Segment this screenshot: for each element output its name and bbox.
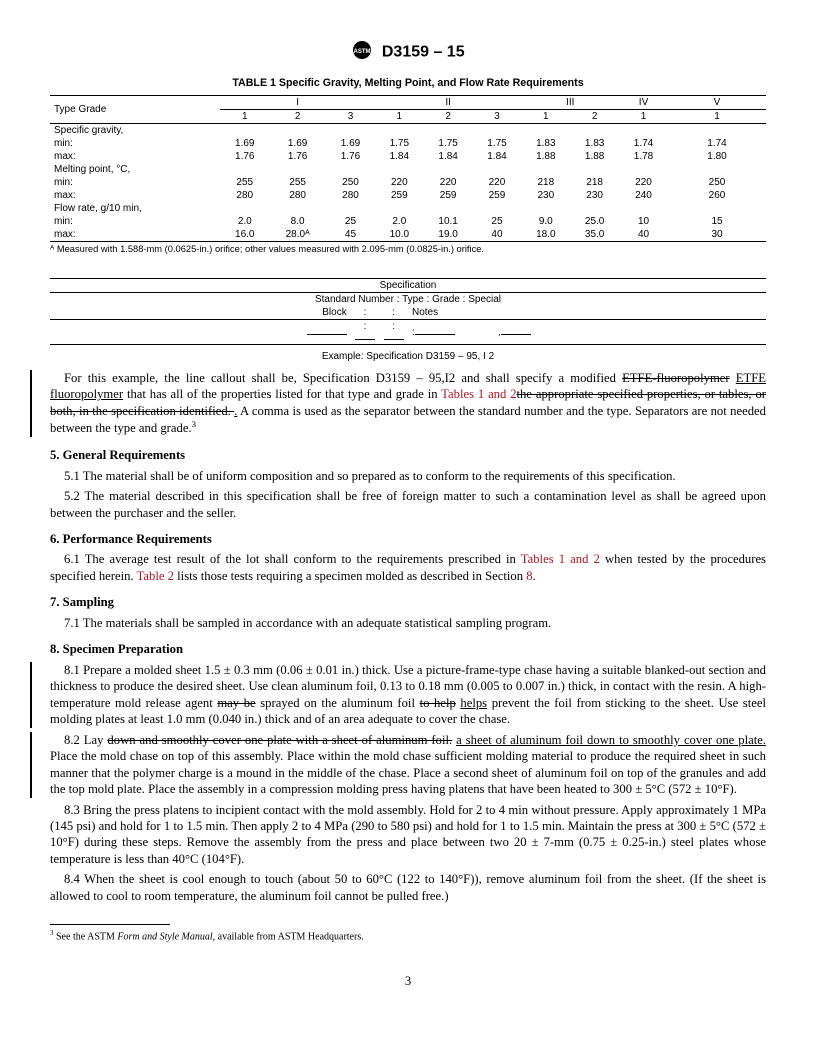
cell: 1.78 xyxy=(619,150,668,163)
xref-t2[interactable]: Table 2 xyxy=(137,569,174,583)
xref-tables-1-2[interactable]: Tables 1 and 2 xyxy=(441,387,516,401)
designation: D3159 – 15 xyxy=(382,44,465,61)
cell: 230 xyxy=(570,189,619,202)
sec7-1: 7.1 The materials shall be sampled in ac… xyxy=(50,615,766,631)
sec8-2: 8.2 Lay down and smoothly cover one plat… xyxy=(50,732,766,798)
cell: 280 xyxy=(326,189,375,202)
cell: 15 xyxy=(668,215,766,228)
cell: 1.84 xyxy=(473,150,522,163)
cell: 30 xyxy=(668,228,766,242)
cell: 10.0 xyxy=(375,228,424,242)
cell: 1.80 xyxy=(668,150,766,163)
cell: 1.84 xyxy=(375,150,424,163)
sec8-head: 8. Specimen Preparation xyxy=(50,641,766,657)
cell: 1.69 xyxy=(220,137,269,150)
cell: 18.0 xyxy=(521,228,570,242)
cell: 250 xyxy=(326,176,375,189)
cell: 35.0 xyxy=(570,228,619,242)
footnote-rule xyxy=(50,924,170,925)
cell: 2.0 xyxy=(220,215,269,228)
cell: 1.83 xyxy=(521,137,570,150)
cell: 220 xyxy=(619,176,668,189)
cell: 1.74 xyxy=(668,137,766,150)
cell: 45 xyxy=(326,228,375,242)
cell: 40 xyxy=(473,228,522,242)
cell: 25 xyxy=(473,215,522,228)
xref-t1-2[interactable]: Tables 1 and 2 xyxy=(521,552,600,566)
cell: 259 xyxy=(473,189,522,202)
row-label: Specific gravity, xyxy=(50,124,220,138)
cell: 16.0 xyxy=(220,228,269,242)
cell: 1.83 xyxy=(570,137,619,150)
sec8-1: 8.1 Prepare a molded sheet 1.5 ± 0.3 mm … xyxy=(50,662,766,728)
cell: 10.1 xyxy=(424,215,473,228)
example-line: Example: Specification D3159 – 95, I 2 xyxy=(50,351,766,362)
cell: 255 xyxy=(220,176,269,189)
cell: 40 xyxy=(619,228,668,242)
cell: 1.69 xyxy=(269,137,326,150)
cell: 1.76 xyxy=(326,150,375,163)
row-label: min: xyxy=(50,137,220,150)
sec5-head: 5. General Requirements xyxy=(50,447,766,463)
cell: 250 xyxy=(668,176,766,189)
cell: 280 xyxy=(220,189,269,202)
sec7-head: 7. Sampling xyxy=(50,594,766,610)
row-label: min: xyxy=(50,215,220,228)
row-label: Melting point, °C, xyxy=(50,163,220,176)
svg-text:ASTM: ASTM xyxy=(354,49,371,55)
cell: 280 xyxy=(269,189,326,202)
cell: 1.84 xyxy=(424,150,473,163)
cell: 9.0 xyxy=(521,215,570,228)
cell: 260 xyxy=(668,189,766,202)
cell: 2.0 xyxy=(375,215,424,228)
cell: 1.75 xyxy=(424,137,473,150)
row-label: Flow rate, g/10 min, xyxy=(50,202,220,215)
cell: 25 xyxy=(326,215,375,228)
type-grade-label: Type Grade xyxy=(50,96,220,124)
cell: 1.76 xyxy=(220,150,269,163)
doc-header: ASTM D3159 – 15 xyxy=(50,40,766,65)
row-label: min: xyxy=(50,176,220,189)
cell: 220 xyxy=(424,176,473,189)
row-label: max: xyxy=(50,228,220,242)
cell: 1.88 xyxy=(521,150,570,163)
page-number: 3 xyxy=(50,974,766,989)
cell: 220 xyxy=(473,176,522,189)
cell: 218 xyxy=(521,176,570,189)
cell: 1.74 xyxy=(619,137,668,150)
table1: Type Grade I II III IV V 1 2 3 1 2 3 1 2… xyxy=(50,95,766,242)
astm-logo: ASTM xyxy=(351,40,373,65)
table1-title: TABLE 1 Specific Gravity, Melting Point,… xyxy=(50,77,766,89)
cell: 1.75 xyxy=(375,137,424,150)
sec5-2: 5.2 The material described in this speci… xyxy=(50,488,766,521)
sec8-3: 8.3 Bring the press platens to incipient… xyxy=(50,802,766,868)
cell: 19.0 xyxy=(424,228,473,242)
cell: 1.69 xyxy=(326,137,375,150)
cell: 230 xyxy=(521,189,570,202)
footnote-3: 3 See the ASTM Form and Style Manual, av… xyxy=(50,929,766,943)
cell: 8.0 xyxy=(269,215,326,228)
sec5-1: 5.1 The material shall be of uniform com… xyxy=(50,468,766,484)
cell: 10 xyxy=(619,215,668,228)
cell: 25.0 xyxy=(570,215,619,228)
row-label: max: xyxy=(50,189,220,202)
cell: 240 xyxy=(619,189,668,202)
sec6-head: 6. Performance Requirements xyxy=(50,531,766,547)
cell: 1.75 xyxy=(473,137,522,150)
sec8-4: 8.4 When the sheet is cool enough to tou… xyxy=(50,871,766,904)
cell: 1.88 xyxy=(570,150,619,163)
cell: 255 xyxy=(269,176,326,189)
sec6-1: 6.1 The average test result of the lot s… xyxy=(50,551,766,584)
row-label: max: xyxy=(50,150,220,163)
cell: 259 xyxy=(375,189,424,202)
spec-table: Specification Standard Number : Type : G… xyxy=(50,278,766,345)
cell: 220 xyxy=(375,176,424,189)
cell: 218 xyxy=(570,176,619,189)
cell: 1.76 xyxy=(269,150,326,163)
cell: 259 xyxy=(424,189,473,202)
para-callout: For this example, the line callout shall… xyxy=(50,370,766,437)
cell: 28.0ᴬ xyxy=(269,228,326,242)
table1-footnote: ᴬ Measured with 1.588-mm (0.0625-in.) or… xyxy=(50,244,766,254)
